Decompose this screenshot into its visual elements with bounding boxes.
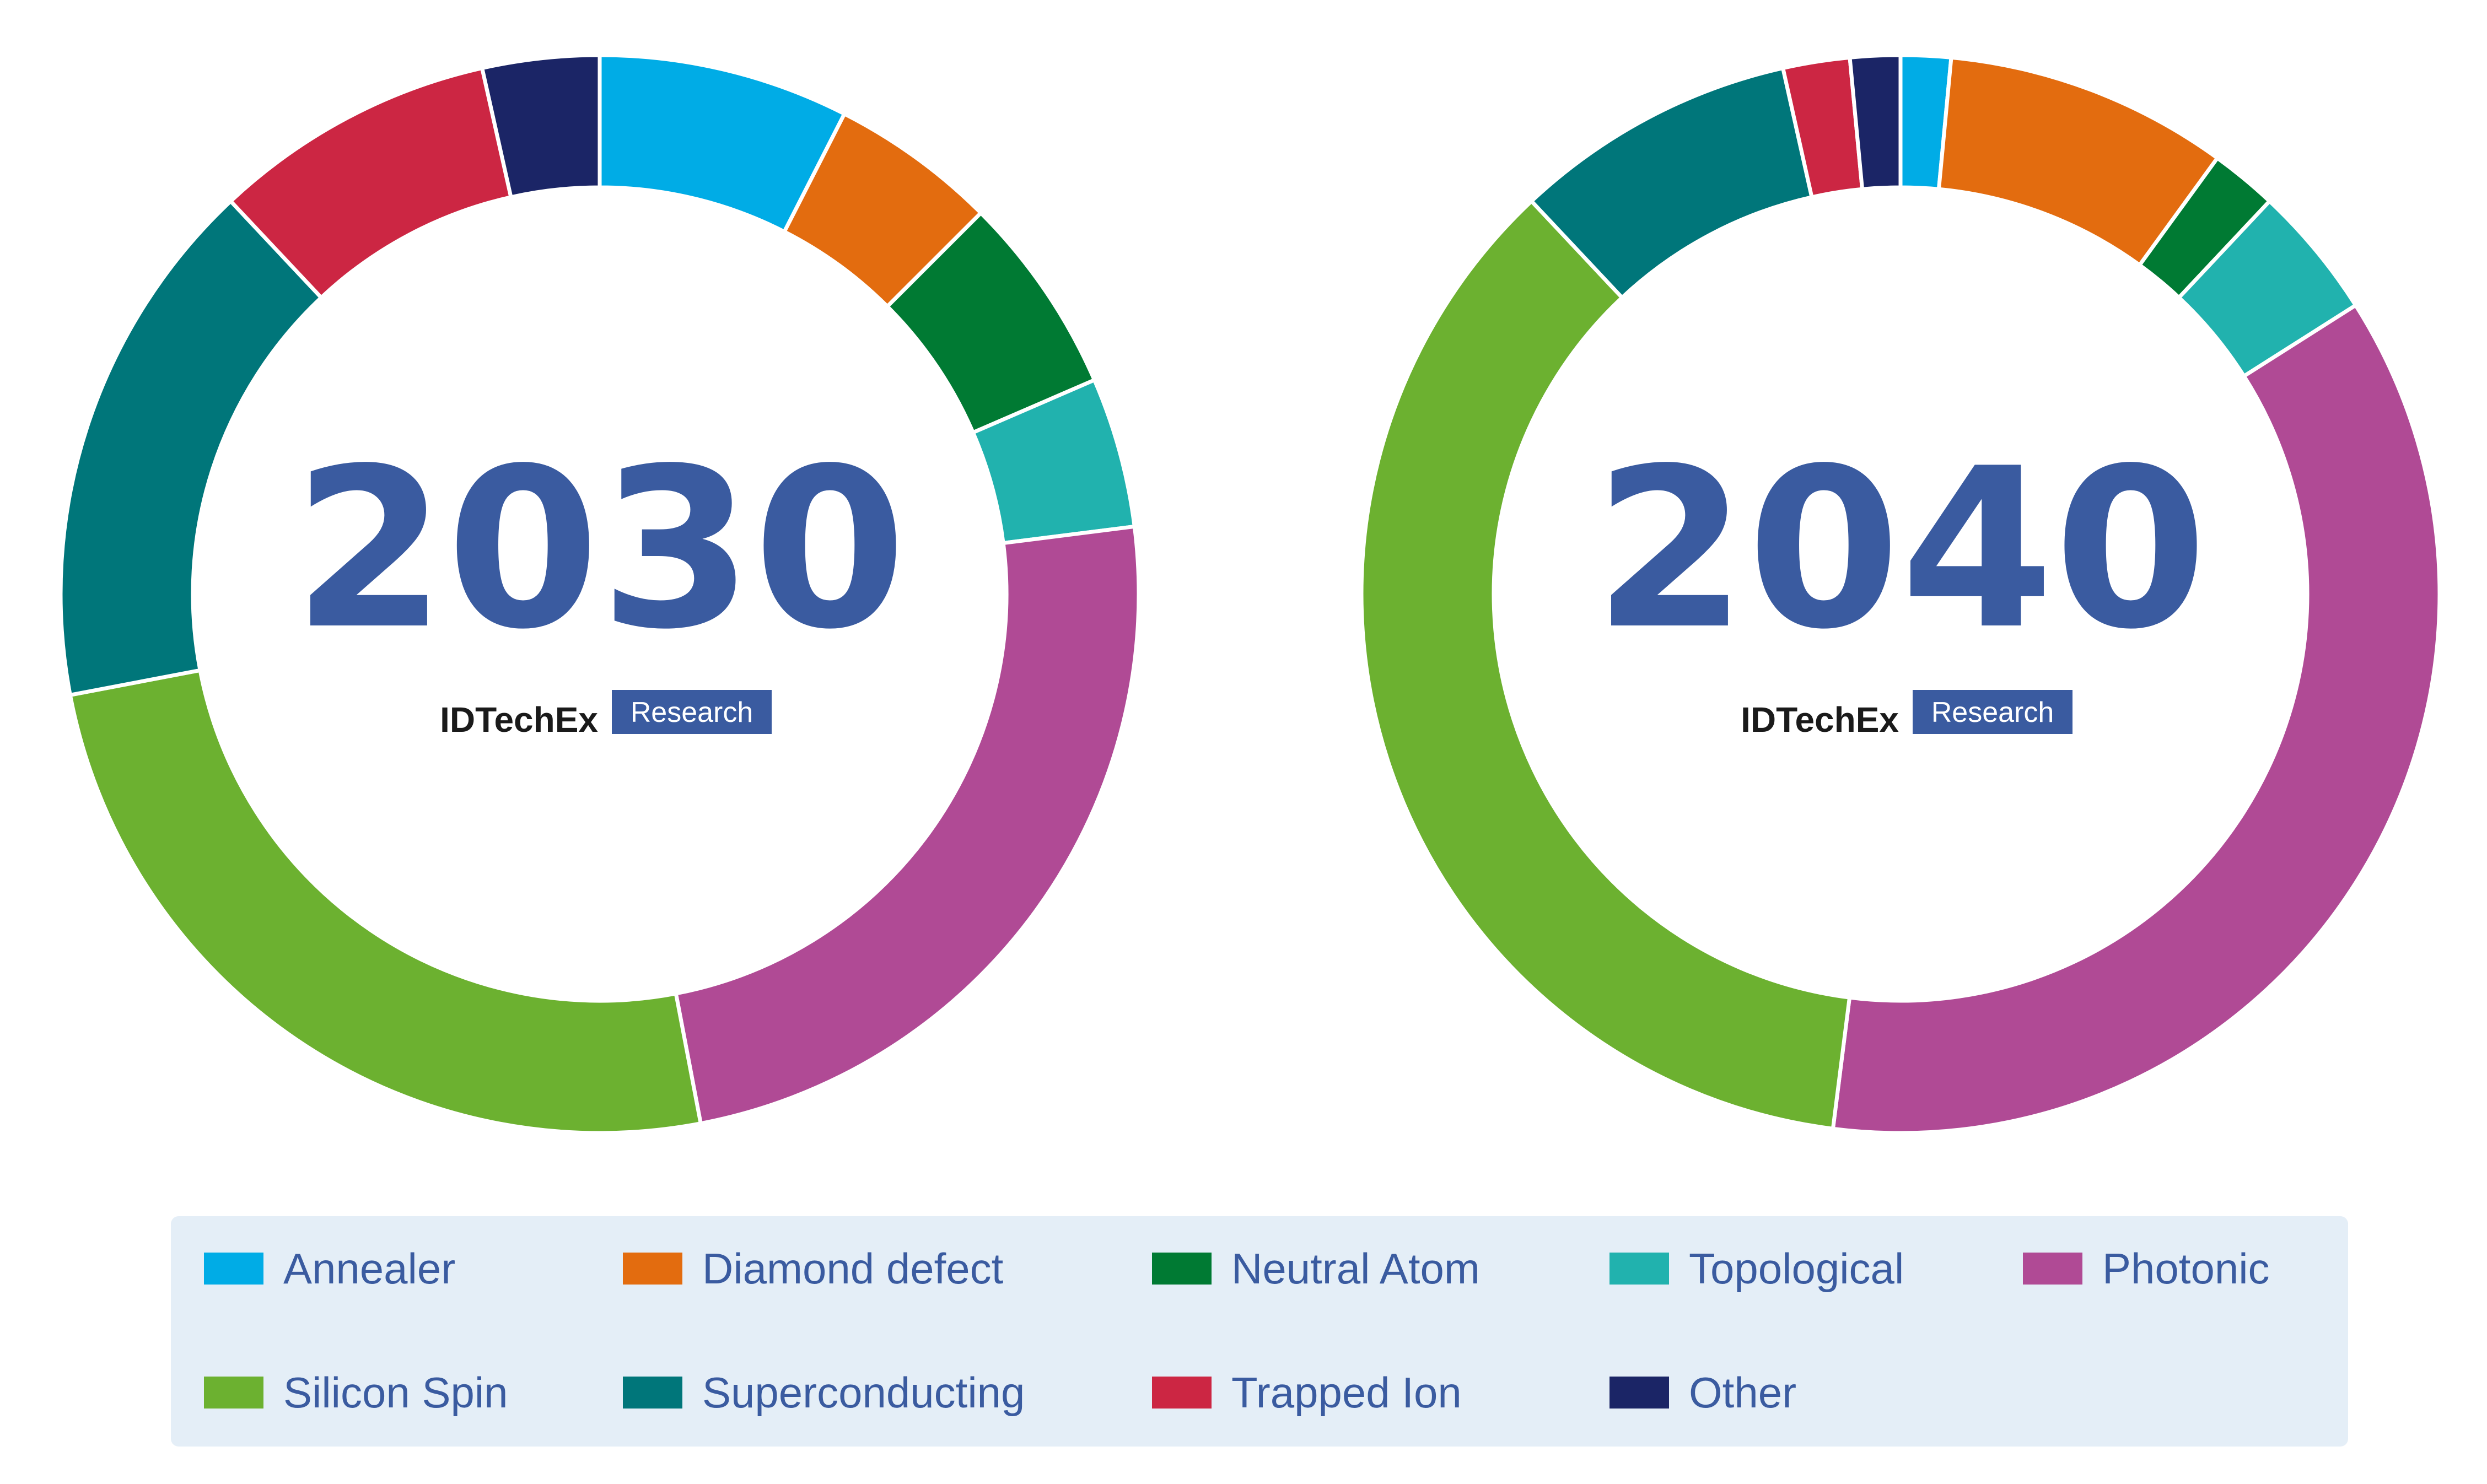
legend-label: Topological xyxy=(1689,1244,1904,1293)
donut-2040-brand-tag-bg xyxy=(1913,690,2072,734)
legend-swatch xyxy=(1609,1377,1669,1409)
donut-2030-brand-tag: Research xyxy=(631,697,753,728)
legend-label: Annealer xyxy=(283,1244,456,1293)
legend-label: Diamond defect xyxy=(702,1244,1004,1293)
chart-legend: Annealer Diamond defect Neutral Atom Topolo… xyxy=(171,1216,2348,1447)
legend-item-trapped-ion: Trapped Ion xyxy=(1152,1368,1462,1417)
legend-swatch xyxy=(2023,1253,2082,1285)
donut-2040-brand: IDTechEx xyxy=(1741,700,1899,740)
legend-swatch xyxy=(1609,1253,1669,1285)
donut-2030-title: 2030 xyxy=(293,422,906,678)
legend-item-neutral-atom: Neutral Atom xyxy=(1152,1244,1480,1293)
legend-label: Other xyxy=(1689,1368,1797,1417)
legend-swatch xyxy=(623,1253,682,1285)
donut-2030: 2030 IDTechEx Research xyxy=(58,53,1141,1135)
legend-swatch xyxy=(1152,1253,1212,1285)
donut-2030-brand: IDTechEx xyxy=(440,700,598,740)
legend-item-annealer: Annealer xyxy=(204,1244,455,1293)
legend-swatch xyxy=(623,1377,682,1409)
donut-2040-slice-photonic xyxy=(1831,303,2442,1135)
legend-item-other: Other xyxy=(1609,1368,1796,1417)
donut-2030-slice-silicon-spin xyxy=(68,668,703,1135)
donut-2040: 2040 IDTechEx Research xyxy=(1359,53,2442,1135)
donut-2040-title: 2040 xyxy=(1594,422,2207,678)
legend-label: Trapped Ion xyxy=(1231,1368,1462,1417)
legend-label: Superconducting xyxy=(702,1368,1025,1417)
legend-item-silicon-spin: Silicon Spin xyxy=(204,1368,508,1417)
donut-2040-brand-tag: Research xyxy=(1931,697,2054,728)
legend-item-diamond-defect: Diamond defect xyxy=(623,1244,1003,1293)
legend-swatch xyxy=(204,1253,263,1285)
donut-2040-slice-other xyxy=(1848,53,1903,192)
legend-label: Silicon Spin xyxy=(283,1368,508,1417)
donut-2040-slice-silicon-spin xyxy=(1359,198,1852,1131)
donut-2030-slice-superconducting xyxy=(58,198,324,698)
legend-swatch xyxy=(1152,1377,1212,1409)
legend-swatch xyxy=(204,1377,263,1409)
donut-2030-slice-other xyxy=(480,53,602,199)
legend-item-topological: Topological xyxy=(1609,1244,1904,1293)
legend-item-superconducting: Superconducting xyxy=(623,1368,1025,1417)
legend-label: Photonic xyxy=(2102,1244,2270,1293)
legend-item-photonic: Photonic xyxy=(2023,1244,2270,1293)
legend-label: Neutral Atom xyxy=(1231,1244,1480,1293)
donut-2030-slice-photonic xyxy=(674,524,1141,1126)
donut-2030-brand-tag-bg xyxy=(612,690,772,734)
